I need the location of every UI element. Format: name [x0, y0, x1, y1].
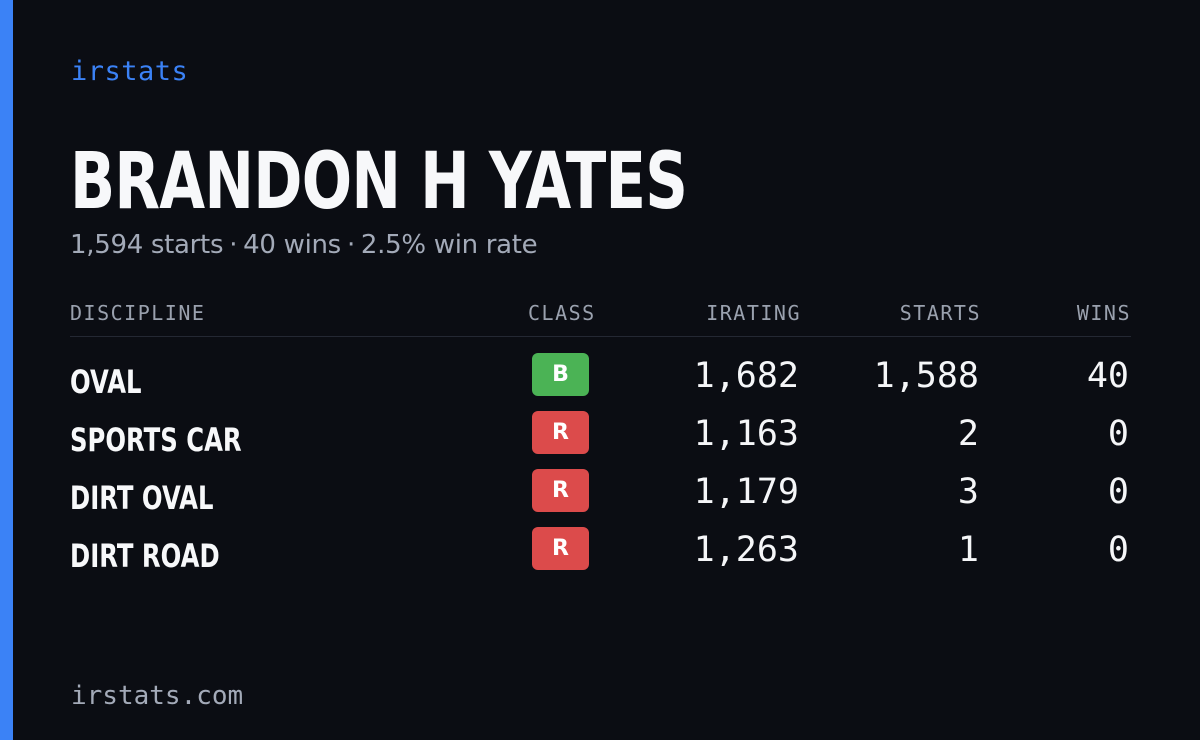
- driver-summary: 1,594 starts · 40 wins · 2.5% win rate: [70, 229, 538, 261]
- header-irating: IRATING: [706, 301, 801, 325]
- table-row: DIRT OVAL R 1,179 3 0: [70, 469, 1131, 527]
- table-row: OVAL B 1,682 1,588 40: [70, 353, 1131, 411]
- wins-value: 0: [1107, 414, 1129, 454]
- class-badge: R: [532, 411, 589, 454]
- header-starts: STARTS: [899, 301, 981, 325]
- discipline-name: SPORTS CAR: [70, 421, 242, 459]
- header-wins: WINS: [1076, 301, 1131, 325]
- discipline-name: OVAL: [70, 363, 142, 401]
- irating-value: 1,263: [693, 530, 799, 570]
- summary-wins: 40 wins: [243, 230, 341, 260]
- table-header: DISCIPLINE CLASS IRATING STARTS WINS: [70, 298, 1131, 337]
- summary-separator: ·: [346, 230, 355, 260]
- brand-logo: irstats: [71, 56, 189, 87]
- table-row: SPORTS CAR R 1,163 2 0: [70, 411, 1131, 469]
- summary-starts: 1,594 starts: [70, 230, 224, 260]
- footer-url[interactable]: irstats.com: [71, 681, 244, 711]
- stats-table: DISCIPLINE CLASS IRATING STARTS WINS OVA…: [70, 298, 1131, 585]
- wins-value: 0: [1107, 530, 1129, 570]
- starts-value: 1,588: [873, 356, 979, 396]
- irating-value: 1,179: [693, 472, 799, 512]
- class-badge: R: [532, 469, 589, 512]
- header-class: CLASS: [528, 301, 596, 325]
- wins-value: 40: [1086, 356, 1129, 396]
- summary-win-rate: 2.5% win rate: [360, 230, 538, 260]
- table-row: DIRT ROAD R 1,263 1 0: [70, 527, 1131, 585]
- irating-value: 1,682: [693, 356, 799, 396]
- starts-value: 2: [957, 414, 979, 454]
- wins-value: 0: [1107, 472, 1129, 512]
- summary-separator: ·: [229, 230, 238, 260]
- starts-value: 1: [957, 530, 979, 570]
- accent-bar: [0, 0, 13, 740]
- discipline-name: DIRT OVAL: [70, 479, 214, 517]
- class-badge: R: [532, 527, 589, 570]
- starts-value: 3: [957, 472, 979, 512]
- class-badge: B: [532, 353, 589, 396]
- table-body: OVAL B 1,682 1,588 40 SPORTS CAR R 1,163…: [70, 353, 1131, 585]
- discipline-name: DIRT ROAD: [70, 537, 220, 575]
- irating-value: 1,163: [693, 414, 799, 454]
- driver-name: BRANDON H YATES: [70, 137, 688, 227]
- header-discipline: DISCIPLINE: [70, 301, 206, 325]
